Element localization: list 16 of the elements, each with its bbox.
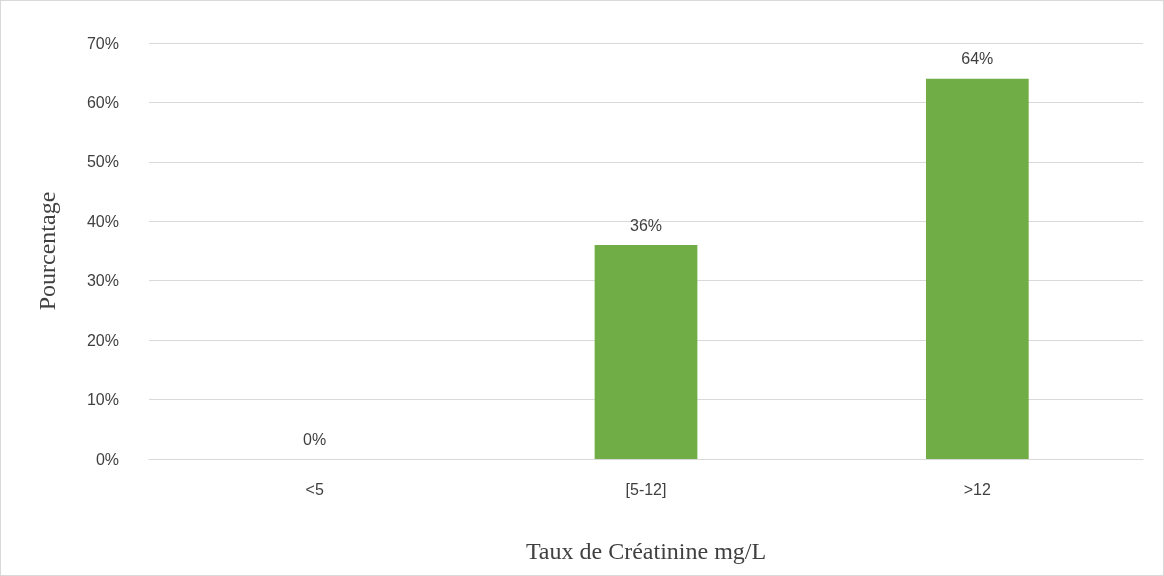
y-tick-label: 10% [86, 391, 119, 409]
y-axis-title: Pourcentage [34, 191, 60, 311]
x-tick-label: [5-12] [625, 480, 667, 498]
data-label: 64% [961, 50, 994, 68]
data-label: 0% [303, 430, 327, 448]
x-axis-title: Taux de Créatinine mg/L [525, 538, 767, 564]
y-tick-label: 30% [86, 272, 119, 290]
y-tick-label: 50% [86, 153, 119, 171]
x-tick-label: >12 [963, 480, 992, 498]
data-label: 36% [629, 216, 663, 234]
y-tick-label: 40% [86, 212, 119, 230]
y-tick-label: 0% [95, 450, 119, 468]
y-tick-label: 20% [86, 331, 119, 349]
y-tick-label: 70% [86, 34, 119, 52]
x-tick-label: <5 [305, 480, 324, 498]
y-tick-label: 60% [86, 93, 119, 111]
